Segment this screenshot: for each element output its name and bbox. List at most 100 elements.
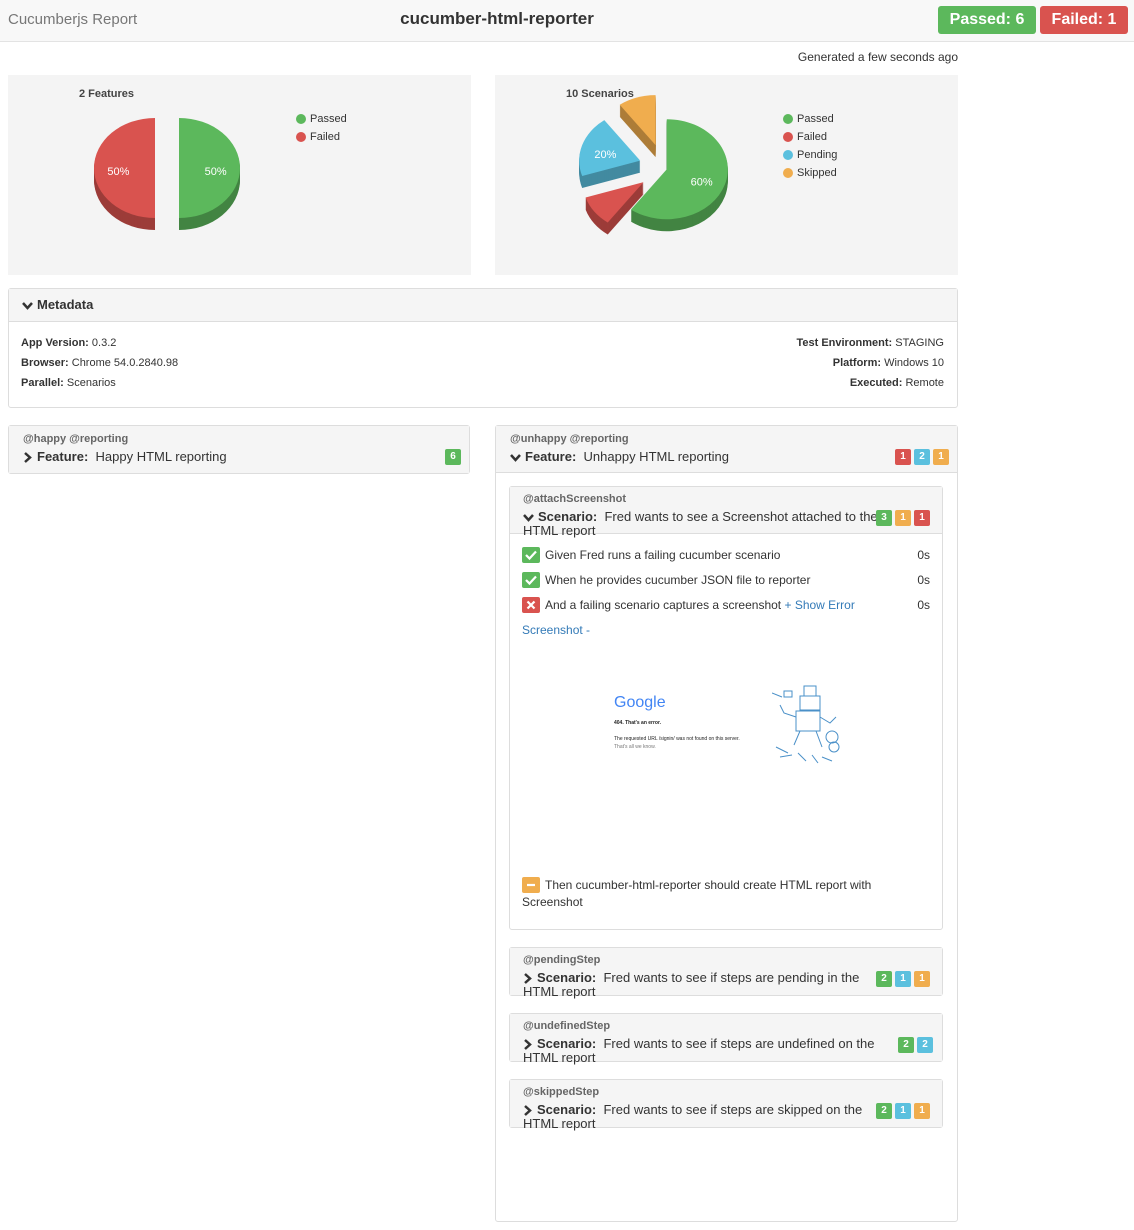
count-badge: 1 [895, 1103, 911, 1119]
meta-label: Test Environment: [796, 337, 893, 349]
scenario-tags: @undefinedStep [523, 1020, 611, 1032]
metadata-header[interactable]: Metadata [9, 289, 957, 322]
count-badge: 1 [895, 510, 911, 526]
chart-title: 2 Features [79, 88, 134, 100]
meta-value: Remote [905, 377, 944, 389]
count-badge: 1 [914, 971, 930, 987]
features-pie: 2 Features Passed Failed 50% 50% [79, 88, 347, 230]
chevron-right [524, 1105, 532, 1116]
error-message: The requested URL /signin/ was not found… [614, 736, 740, 742]
slice-label: 50% [205, 166, 227, 178]
metadata-item: App Version: 0.3.2 [21, 333, 178, 353]
scenario-title: Scenario: Fred wants to see a Screenshot… [523, 510, 883, 538]
pie-slice [619, 95, 656, 146]
scenario-header[interactable]: @undefinedStep Scenario: Fred wants to s… [510, 1014, 942, 1065]
slice-label: 50% [107, 166, 129, 178]
status-glyph [526, 600, 536, 610]
step-duration: 0s [917, 598, 930, 612]
scenario-keyword: Scenario: [537, 1102, 597, 1117]
status-glyph [525, 550, 537, 560]
feature-title: Feature: Unhappy HTML reporting [510, 449, 957, 464]
scenario-name: Fred wants to see a Screenshot attached … [523, 509, 878, 538]
legend-label: Pending [797, 149, 837, 161]
legend-swatch [296, 114, 306, 124]
scenario-panel: @undefinedStep Scenario: Fred wants to s… [509, 1013, 943, 1065]
step: When he provides cucumber JSON file to r… [522, 568, 930, 593]
scenario-tags: @attachScreenshot [523, 493, 627, 505]
status-glyph [525, 575, 537, 585]
step-duration: 0s [917, 573, 930, 587]
legend-swatch [783, 150, 793, 160]
metadata-item: Platform: Windows 10 [796, 353, 944, 373]
chevron-right [524, 973, 532, 984]
show-error-link[interactable]: + Show Error [784, 598, 855, 612]
count-badge: 1 [895, 449, 911, 465]
scenario-tags: @skippedStep [523, 1086, 600, 1098]
feature-header[interactable]: @unhappy @reporting Feature: Unhappy HTM… [496, 426, 957, 473]
metadata-item: Browser: Chrome 54.0.2840.98 [21, 353, 178, 373]
google-logo: Google [614, 694, 666, 711]
features-chart-panel: 2 Features Passed Failed 50% 50% [8, 75, 471, 275]
count-badge: 1 [933, 449, 949, 465]
meta-label: Browser: [21, 357, 69, 369]
screenshot-image: Google 404. That's an error. The request… [522, 643, 930, 877]
step: Given Fred runs a failing cucumber scena… [522, 543, 930, 568]
feature-header[interactable]: @happy @reporting Feature: Happy HTML re… [9, 426, 469, 473]
scenario-title: Scenario: Fred wants to see if steps are… [523, 1037, 883, 1065]
meta-value: 0.3.2 [91, 337, 117, 349]
legend-swatch [783, 132, 793, 142]
feature-title: Feature: Happy HTML reporting [23, 449, 469, 464]
scenario-header[interactable]: @pendingStep Scenario: Fred wants to see… [510, 948, 942, 999]
legend-label: Passed [797, 113, 834, 125]
feature-name: Unhappy HTML reporting [583, 449, 730, 464]
feature-badges: 6 [442, 448, 461, 465]
step-duration: 0s [917, 548, 930, 562]
scenario-header[interactable]: @attachScreenshot Scenario: Fred wants t… [510, 487, 942, 538]
step-text: Given Fred runs a failing cucumber scena… [545, 548, 781, 562]
feature-keyword: Feature: [37, 449, 89, 464]
failed-badge: Failed: 1 [1040, 6, 1128, 34]
screenshot-link[interactable]: Screenshot - [522, 623, 591, 637]
step: Screenshot - [522, 618, 930, 643]
metadata-item: Test Environment: STAGING [796, 333, 944, 353]
meta-value: STAGING [895, 337, 944, 349]
count-badge: 2 [914, 449, 930, 465]
chart-title: 10 Scenarios [566, 88, 634, 100]
step: And a failing scenario captures a screen… [522, 593, 930, 618]
status-icon [522, 876, 540, 893]
error-code: 404. That's an error. [614, 720, 662, 726]
scenarios-chart-panel: 10 Scenarios Passed Failed Pending Skipped 60… [495, 75, 958, 275]
status-icon [522, 546, 540, 563]
step: Then cucumber-html-reporter should creat… [522, 876, 892, 911]
feature-panel: @unhappy @reporting Feature: Unhappy HTM… [495, 425, 958, 1222]
meta-label: Platform: [832, 357, 882, 369]
count-badge: 1 [914, 1103, 930, 1119]
meta-value: Chrome 54.0.2840.98 [71, 357, 179, 369]
pie-slice [94, 118, 155, 218]
legend-label: Failed [797, 131, 827, 143]
meta-label: Parallel: [21, 377, 64, 389]
step-text: And a failing scenario captures a screen… [545, 598, 782, 612]
feature-panel: @happy @reporting Feature: Happy HTML re… [8, 425, 470, 474]
metadata-left: App Version: 0.3.2 Browser: Chrome 54.0.… [21, 333, 178, 393]
brand[interactable]: Cucumberjs Report [8, 11, 138, 28]
slice-label: 60% [691, 176, 713, 188]
count-badge: 2 [876, 971, 892, 987]
meta-value: Windows 10 [884, 357, 944, 369]
count-badge: 1 [895, 971, 911, 987]
scenario-keyword: Scenario: [537, 970, 597, 985]
scenario-title: Scenario: Fred wants to see if steps are… [523, 971, 883, 999]
scenario-header[interactable]: @skippedStep Scenario: Fred wants to see… [510, 1080, 942, 1131]
meta-label: Executed: [849, 377, 903, 389]
status-icon [522, 596, 540, 613]
feature-tags: @happy @reporting [23, 433, 129, 445]
metadata-title: Metadata [37, 297, 94, 312]
step-text: Then cucumber-html-reporter should creat… [522, 878, 872, 909]
metadata-item: Executed: Remote [796, 373, 944, 393]
scenario-name: Fred wants to see if steps are pending i… [523, 970, 860, 999]
scenario-name: Fred wants to see if steps are skipped o… [523, 1102, 863, 1131]
legend-label: Failed [310, 131, 340, 143]
